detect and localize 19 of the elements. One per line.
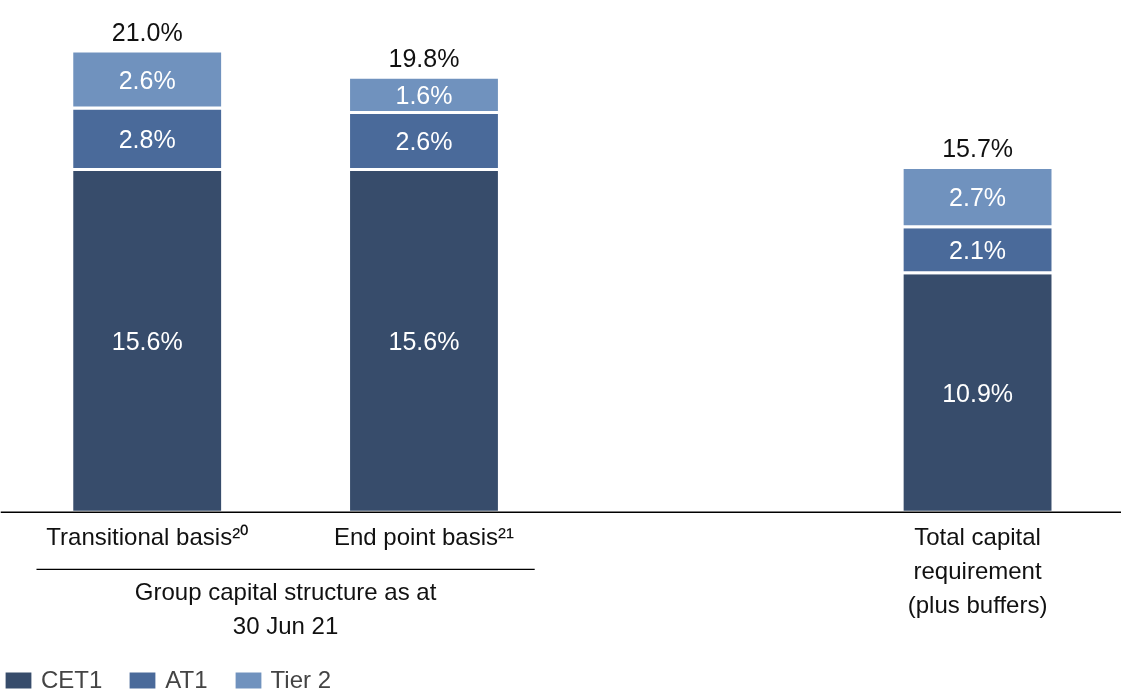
x-tick-label: Transitional basis²⁰ xyxy=(46,523,249,551)
x-tick-label: Total capital requirement (plus buffers) xyxy=(907,523,1048,618)
legend-label: Tier 2 xyxy=(270,666,332,694)
data-label: 1.6% xyxy=(395,80,453,109)
data-label: 2.6% xyxy=(395,127,453,156)
total-label: 19.8% xyxy=(388,43,460,72)
text: Group capital structure as at 30 Jun 21 xyxy=(134,578,437,639)
data-label: 2.6% xyxy=(118,65,176,94)
data-label: 2.8% xyxy=(118,124,176,153)
x-tick-label: End point basis²¹ xyxy=(333,523,515,551)
data-label: 15.6% xyxy=(388,326,460,355)
data-label: 10.9% xyxy=(942,378,1014,407)
total-label: 21.0% xyxy=(111,17,183,46)
data-label: 2.7% xyxy=(949,183,1007,212)
data-label: 15.6% xyxy=(111,326,183,355)
legend-label: AT1 xyxy=(165,666,208,694)
legend-label: CET1 xyxy=(41,666,103,694)
data-label: 2.1% xyxy=(949,235,1007,264)
total-label: 15.7% xyxy=(942,133,1014,162)
